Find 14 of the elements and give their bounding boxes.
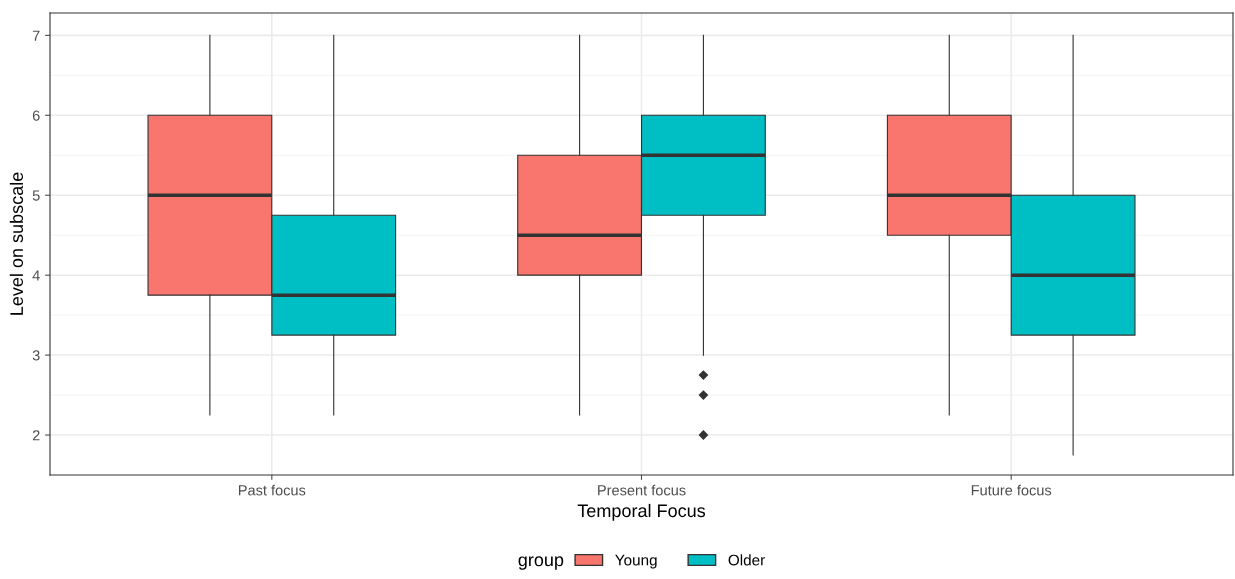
x-axis-title: Temporal Focus <box>577 503 706 521</box>
x-tick-label: Past focus <box>238 484 306 496</box>
y-tick-label: 6 <box>32 110 40 121</box>
legend-label: Young <box>615 554 657 569</box>
y-tick-label: 2 <box>32 430 40 441</box>
legend-title: group <box>518 556 564 570</box>
x-tick-label: Present focus <box>598 484 686 496</box>
y-axis-title: Level on subscale <box>9 172 24 315</box>
y-tick-label: 7 <box>32 30 40 41</box>
y-tick-label: 5 <box>32 190 40 201</box>
y-tick-label: 3 <box>32 350 40 361</box>
y-tick-label: 4 <box>32 270 40 281</box>
legend-label: Older <box>728 554 765 566</box>
x-tick-label: Future focus <box>971 484 1052 496</box>
